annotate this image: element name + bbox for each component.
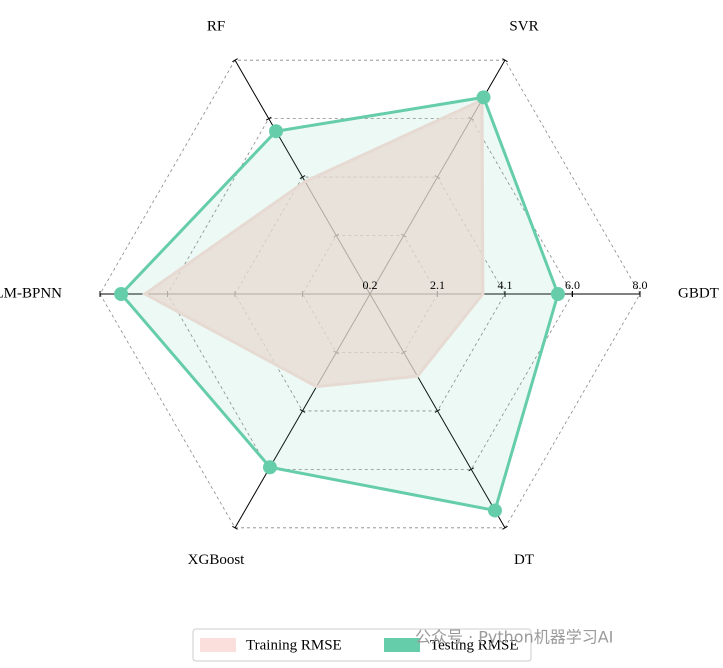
- tick-label: 8.0: [633, 278, 648, 292]
- category-label: XGBoost: [188, 552, 246, 568]
- legend-swatch: [384, 638, 420, 652]
- legend-box: [192, 628, 532, 662]
- watermark: 公众号 · Python机器学习AI: [415, 628, 613, 647]
- legend-label: Training RMSE: [246, 637, 342, 653]
- data-point: [269, 124, 284, 139]
- tick-mark: [299, 408, 306, 413]
- legend-label: Testing RMSE: [430, 637, 519, 653]
- tick-mark: [468, 467, 475, 472]
- data-point: [476, 90, 491, 105]
- legend-swatch: [200, 638, 236, 652]
- tick-label: 4.1: [498, 278, 513, 292]
- category-label: GBDT: [678, 285, 719, 301]
- series-area: [119, 95, 560, 513]
- category-label: SVR: [509, 19, 538, 35]
- tick-label: 2.1: [430, 278, 445, 292]
- data-point: [550, 287, 565, 301]
- tick-mark: [232, 58, 238, 63]
- tick-mark: [299, 175, 306, 180]
- category-label: LM-BPNN: [0, 285, 62, 301]
- tick-mark: [502, 58, 508, 63]
- tick-mark: [434, 408, 441, 413]
- tick-mark: [232, 525, 238, 530]
- tick-label: 6.0: [565, 278, 580, 292]
- tick-mark: [265, 116, 272, 121]
- category-label: DT: [514, 552, 534, 568]
- tick-label: 0.2: [363, 278, 378, 292]
- data-point: [114, 287, 129, 301]
- category-label: RF: [207, 19, 225, 35]
- data-point: [262, 460, 277, 475]
- tick-mark: [502, 525, 508, 530]
- data-point: [487, 503, 502, 518]
